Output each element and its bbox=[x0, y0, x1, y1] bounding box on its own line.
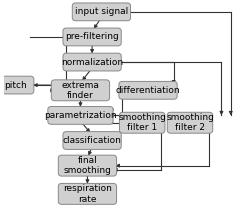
FancyBboxPatch shape bbox=[51, 80, 109, 101]
Text: differentiation: differentiation bbox=[116, 86, 180, 95]
Text: final
smoothing: final smoothing bbox=[64, 156, 111, 175]
FancyBboxPatch shape bbox=[167, 112, 213, 133]
FancyBboxPatch shape bbox=[63, 28, 121, 46]
Text: parametrization: parametrization bbox=[44, 111, 117, 120]
FancyBboxPatch shape bbox=[119, 112, 165, 133]
Text: extrema
finder: extrema finder bbox=[61, 81, 99, 100]
Text: smoothing
filter 2: smoothing filter 2 bbox=[166, 113, 214, 132]
FancyBboxPatch shape bbox=[48, 106, 113, 124]
Text: respiration
rate: respiration rate bbox=[63, 184, 112, 204]
FancyBboxPatch shape bbox=[63, 53, 121, 71]
FancyBboxPatch shape bbox=[58, 155, 117, 176]
Text: pitch: pitch bbox=[4, 81, 27, 90]
Text: normalization: normalization bbox=[61, 58, 123, 67]
FancyBboxPatch shape bbox=[119, 81, 177, 99]
Text: input signal: input signal bbox=[75, 7, 128, 16]
Text: pre-filtering: pre-filtering bbox=[65, 32, 119, 42]
FancyBboxPatch shape bbox=[63, 132, 121, 149]
FancyBboxPatch shape bbox=[0, 76, 34, 94]
Text: smoothing
filter 1: smoothing filter 1 bbox=[118, 113, 166, 132]
Text: classification: classification bbox=[63, 136, 122, 145]
FancyBboxPatch shape bbox=[58, 183, 117, 204]
FancyBboxPatch shape bbox=[72, 3, 131, 21]
